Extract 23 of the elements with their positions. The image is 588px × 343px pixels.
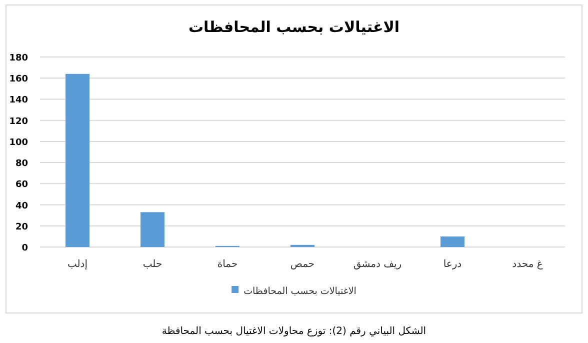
y-tick-label: 100 (9, 138, 28, 148)
bar (66, 74, 90, 247)
x-tick-label: حلب (142, 259, 162, 270)
legend-label: الاغتيالات بحسب المحافظات (244, 286, 356, 297)
y-tick-label: 0 (22, 244, 28, 254)
y-tick-label: 20 (15, 222, 28, 232)
y-tick-label: 160 (9, 74, 28, 85)
x-tick-label: حماة (217, 259, 238, 270)
y-tick-label: 120 (9, 116, 28, 127)
y-tick-label: 80 (15, 159, 28, 170)
x-tick-label: درعا (443, 259, 462, 270)
y-tick-label: 180 (9, 54, 28, 64)
y-tick-label: 40 (15, 201, 28, 212)
text: الشكل البياني رقم (2): توزع محاولات الاغتيال بحسب المحافظة (162, 326, 426, 337)
x-tick-label: غ محدد (512, 259, 543, 270)
x-tick-label: ريف دمشق (353, 259, 402, 270)
y-tick-label: 140 (9, 96, 28, 106)
x-tick-label: حمص (290, 259, 315, 270)
chart-title: الاغتيالات بحسب المحافظات (188, 18, 400, 36)
bar (440, 236, 464, 247)
y-tick-label: 60 (15, 180, 28, 190)
bar (140, 212, 164, 247)
x-tick-label: إدلب (67, 259, 88, 270)
